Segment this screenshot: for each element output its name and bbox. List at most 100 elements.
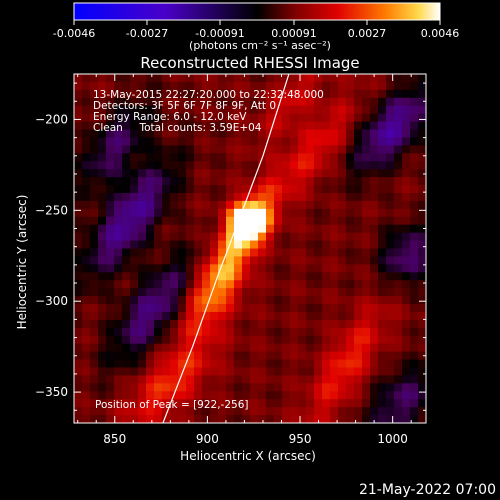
heatmap-cell [234, 391, 243, 400]
heatmap-cell [122, 319, 131, 329]
heatmap-cell [330, 304, 339, 313]
heatmap-cell [378, 137, 387, 146]
heatmap-cell [146, 415, 155, 423]
heatmap-cell [354, 415, 363, 423]
heatmap-cell [106, 280, 115, 289]
heatmap-cell [146, 177, 155, 186]
heatmap-cell [354, 304, 363, 313]
heatmap-cell [274, 351, 283, 361]
heatmap-cell [242, 288, 251, 297]
heatmap-cell [266, 177, 275, 186]
heatmap-cell [186, 137, 195, 146]
heatmap-cell [266, 97, 275, 107]
heatmap-cell [402, 208, 411, 218]
heatmap-cell [402, 248, 411, 258]
heatmap-cell [322, 145, 331, 154]
heatmap-cell [354, 296, 363, 305]
heatmap-cell [138, 415, 147, 423]
heatmap-cell [242, 264, 251, 273]
heatmap-cell [98, 192, 107, 202]
heatmap-cell [138, 145, 147, 154]
heatmap-cell [194, 367, 203, 377]
heatmap-cell [170, 359, 179, 369]
heatmap-cell [122, 137, 131, 146]
heatmap-cell [98, 145, 107, 154]
heatmap-cell [418, 343, 426, 353]
heatmap-cell [122, 359, 131, 369]
heatmap-cell [82, 248, 91, 258]
heatmap-cell [210, 192, 219, 202]
heatmap-cell [170, 415, 179, 423]
heatmap-cell [298, 105, 307, 115]
heatmap-cell [154, 272, 163, 281]
heatmap-cell [266, 224, 275, 234]
heatmap-cell [314, 327, 323, 337]
heatmap-cell [346, 97, 355, 107]
heatmap-cell [178, 288, 187, 297]
heatmap-cell [114, 359, 123, 369]
heatmap-cell [354, 343, 363, 353]
heatmap-cell [306, 335, 315, 345]
heatmap-cell [378, 224, 387, 234]
heatmap-cell [154, 216, 163, 226]
heatmap-cell [138, 335, 147, 345]
heatmap-cell [226, 208, 235, 218]
heatmap-cell [98, 177, 107, 186]
heatmap-cell [402, 383, 411, 392]
heatmap-cell [410, 264, 419, 273]
heatmap-cell [114, 319, 123, 329]
heatmap-cell [170, 121, 179, 131]
heatmap-cell [314, 280, 323, 289]
y-tick-label: −300 [35, 294, 68, 308]
heatmap-cell [418, 81, 426, 91]
heatmap-cell [82, 185, 91, 194]
heatmap-cell [346, 351, 355, 361]
heatmap-cell [346, 335, 355, 345]
heatmap-cell [362, 185, 371, 194]
heatmap-cell [322, 351, 331, 361]
heatmap-cell [338, 137, 347, 146]
heatmap-cell [418, 161, 426, 170]
heatmap-cell [226, 296, 235, 305]
heatmap-cell [138, 319, 147, 329]
heatmap-cell [386, 407, 395, 416]
heatmap-cell [258, 335, 267, 345]
heatmap-cell [186, 288, 195, 297]
plot-frame [73, 73, 427, 424]
heatmap-cell [386, 399, 395, 408]
heatmap-cell [82, 97, 91, 107]
heatmap-cell [106, 288, 115, 297]
heatmap-cell [266, 240, 275, 250]
heatmap-cell [370, 216, 379, 226]
heatmap-cell [130, 391, 139, 400]
heatmap-cell [242, 280, 251, 289]
heatmap-cell [370, 248, 379, 258]
heatmap-cell [114, 74, 123, 83]
heatmap-cell [122, 351, 131, 361]
heatmap-cell [186, 351, 195, 361]
heatmap-cell [114, 248, 123, 258]
heatmap-cell [250, 137, 259, 146]
heatmap-cell [362, 407, 371, 416]
heatmap-cell [234, 351, 243, 361]
heatmap-cell [90, 113, 99, 123]
heatmap-cell [138, 208, 147, 218]
heatmap-cell [74, 137, 83, 146]
heatmap-cell [314, 177, 323, 186]
heatmap-cell [130, 407, 139, 416]
heatmap-cell [114, 304, 123, 313]
heatmap-cell [338, 161, 347, 170]
heatmap-cell [354, 256, 363, 265]
heatmap-cell [330, 137, 339, 146]
heatmap-cell [250, 335, 259, 345]
heatmap-cell [194, 74, 203, 83]
heatmap-cell [378, 415, 387, 423]
heatmap-cell [114, 145, 123, 154]
heatmap-cell [106, 145, 115, 154]
heatmap-cell [170, 296, 179, 305]
heatmap-cell [322, 280, 331, 289]
heatmap-cell [234, 105, 243, 115]
heatmap-cell [418, 177, 426, 186]
heatmap-cell [82, 129, 91, 139]
heatmap-cell [90, 129, 99, 139]
